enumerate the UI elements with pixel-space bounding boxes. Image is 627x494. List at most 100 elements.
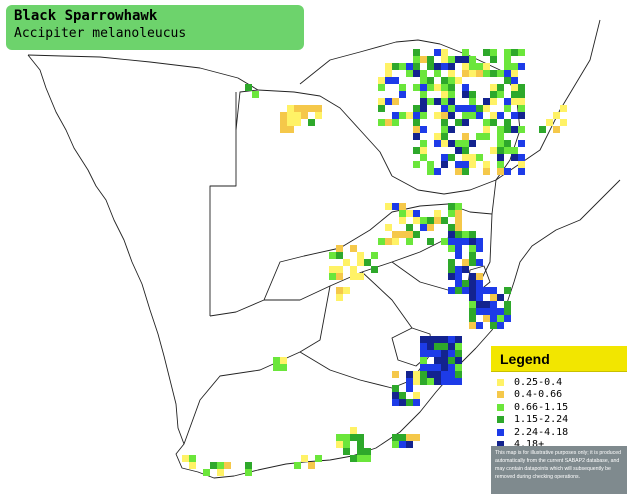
grid-cell bbox=[448, 70, 455, 77]
grid-cell bbox=[329, 252, 336, 259]
grid-cell bbox=[455, 287, 462, 294]
grid-cell bbox=[448, 343, 455, 350]
grid-cell bbox=[441, 371, 448, 378]
grid-cell bbox=[441, 91, 448, 98]
grid-cell bbox=[371, 252, 378, 259]
grid-cell bbox=[504, 70, 511, 77]
grid-cell bbox=[441, 77, 448, 84]
grid-cell bbox=[448, 98, 455, 105]
grid-cell bbox=[434, 217, 441, 224]
grid-cell bbox=[497, 133, 504, 140]
grid-cell bbox=[399, 399, 406, 406]
grid-cell bbox=[476, 105, 483, 112]
grid-cell bbox=[469, 301, 476, 308]
grid-cell bbox=[399, 91, 406, 98]
grid-cell bbox=[462, 266, 469, 273]
grid-cell bbox=[406, 238, 413, 245]
grid-cell bbox=[427, 364, 434, 371]
grid-cell bbox=[511, 49, 518, 56]
grid-cell bbox=[413, 49, 420, 56]
grid-cell bbox=[280, 112, 287, 119]
grid-cell bbox=[455, 56, 462, 63]
grid-cell bbox=[469, 245, 476, 252]
grid-cell bbox=[420, 70, 427, 77]
grid-cell bbox=[434, 364, 441, 371]
grid-cell bbox=[301, 112, 308, 119]
grid-cell bbox=[504, 98, 511, 105]
grid-cell bbox=[364, 448, 371, 455]
grid-cell bbox=[399, 203, 406, 210]
grid-cell bbox=[455, 161, 462, 168]
record-grid-cells bbox=[182, 49, 567, 476]
grid-cell bbox=[476, 238, 483, 245]
grid-cell bbox=[441, 217, 448, 224]
grid-cell bbox=[287, 119, 294, 126]
grid-cell bbox=[462, 105, 469, 112]
grid-cell bbox=[378, 119, 385, 126]
border-zambia bbox=[257, 89, 393, 177]
grid-cell bbox=[448, 56, 455, 63]
grid-cell bbox=[511, 126, 518, 133]
grid-cell bbox=[441, 126, 448, 133]
grid-cell bbox=[511, 84, 518, 91]
grid-cell bbox=[455, 217, 462, 224]
grid-cell bbox=[497, 161, 504, 168]
grid-cell bbox=[490, 322, 497, 329]
grid-cell bbox=[441, 161, 448, 168]
grid-cell bbox=[448, 210, 455, 217]
grid-cell bbox=[413, 112, 420, 119]
grid-cell bbox=[511, 91, 518, 98]
grid-cell bbox=[497, 294, 504, 301]
grid-cell bbox=[462, 231, 469, 238]
grid-cell bbox=[399, 63, 406, 70]
grid-cell bbox=[455, 252, 462, 259]
grid-cell bbox=[420, 84, 427, 91]
grid-cell bbox=[497, 70, 504, 77]
grid-cell bbox=[560, 119, 567, 126]
grid-cell bbox=[448, 245, 455, 252]
grid-cell bbox=[357, 441, 364, 448]
grid-cell bbox=[280, 119, 287, 126]
grid-cell bbox=[280, 364, 287, 371]
grid-cell bbox=[434, 371, 441, 378]
grid-cell bbox=[490, 287, 497, 294]
grid-cell bbox=[315, 105, 322, 112]
grid-cell bbox=[462, 147, 469, 154]
grid-cell bbox=[546, 119, 553, 126]
grid-cell bbox=[448, 364, 455, 371]
grid-cell bbox=[448, 224, 455, 231]
grid-cell bbox=[413, 231, 420, 238]
border-south-africa-north bbox=[209, 203, 493, 317]
grid-cell bbox=[469, 308, 476, 315]
grid-cell bbox=[392, 385, 399, 392]
grid-cell bbox=[497, 112, 504, 119]
grid-cell bbox=[343, 441, 350, 448]
grid-cell bbox=[392, 238, 399, 245]
grid-cell bbox=[483, 63, 490, 70]
grid-cell bbox=[441, 112, 448, 119]
grid-cell bbox=[315, 455, 322, 462]
grid-cell bbox=[399, 392, 406, 399]
grid-cell bbox=[392, 441, 399, 448]
grid-cell bbox=[490, 301, 497, 308]
grid-cell bbox=[469, 259, 476, 266]
grid-cell bbox=[511, 77, 518, 84]
grid-cell bbox=[336, 245, 343, 252]
grid-cell bbox=[455, 203, 462, 210]
grid-cell bbox=[413, 161, 420, 168]
grid-cell bbox=[476, 273, 483, 280]
grid-cell bbox=[329, 273, 336, 280]
grid-cell bbox=[413, 84, 420, 91]
grid-cell bbox=[455, 147, 462, 154]
grid-cell bbox=[420, 217, 427, 224]
grid-cell bbox=[490, 84, 497, 91]
grid-cell bbox=[448, 238, 455, 245]
grid-cell bbox=[245, 84, 252, 91]
border-namibia-botswana bbox=[209, 92, 237, 316]
grid-cell bbox=[217, 469, 224, 476]
grid-cell bbox=[455, 343, 462, 350]
legend-items: 0.25-0.4 0.4-0.66 0.66-1.15 1.15-2.24 2.… bbox=[491, 372, 627, 451]
grid-cell bbox=[518, 91, 525, 98]
grid-cell bbox=[406, 371, 413, 378]
